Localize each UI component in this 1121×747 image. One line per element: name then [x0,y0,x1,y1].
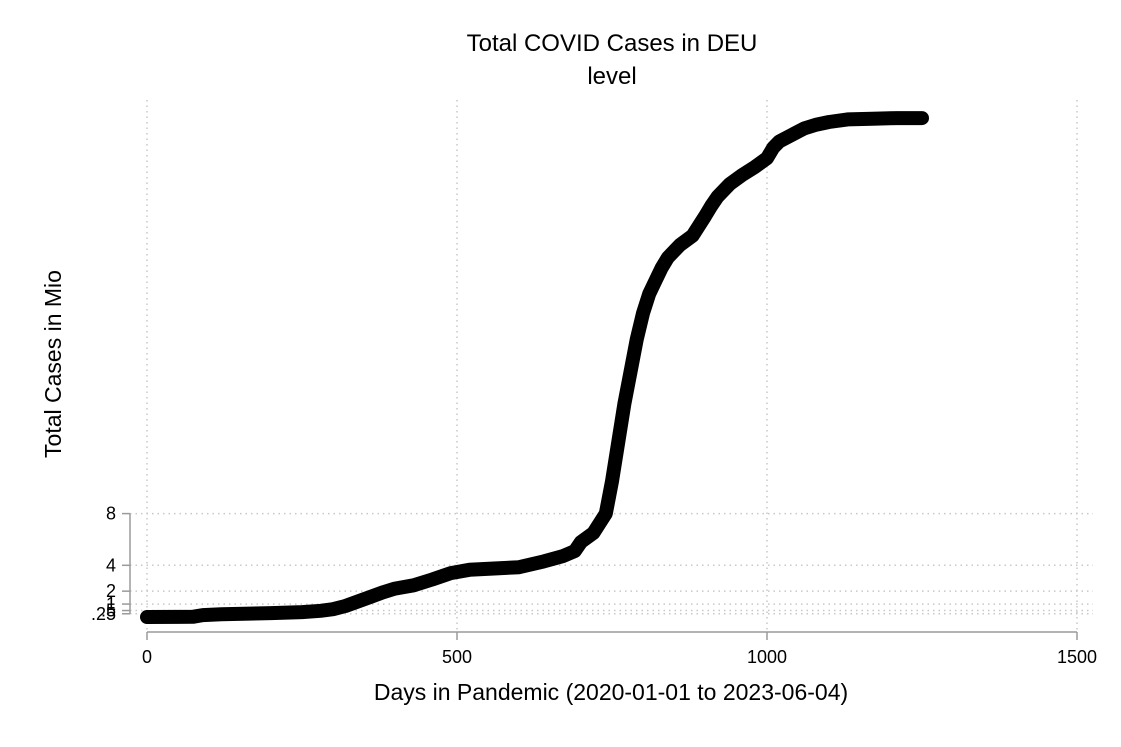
x-axis-label: Days in Pandemic (2020-01-01 to 2023-06-… [374,679,848,705]
x-tick-label: 500 [442,647,472,667]
chart-title: Total COVID Cases in DEU [466,30,758,57]
y-tick-label: 2 [106,581,116,601]
x-tick-label: 1500 [1057,647,1097,667]
y-axis-label: Total Cases in Mio [40,270,66,458]
chart-subtitle: level [587,63,637,90]
y-tick-label: .5 [101,601,116,621]
series-line-0 [140,111,929,624]
x-axis: 0 500 1000 1500 [142,631,1097,667]
y-tick-label: 1 [106,594,116,614]
x-tick-label: 1000 [747,647,787,667]
y-tick-label: 4 [106,555,116,575]
y-tick-label: .25 [91,604,116,624]
series-layer [140,111,929,624]
grid-lines [130,100,1093,632]
y-tick-label: 8 [106,504,116,524]
y-axis: .25.512 4 8 [91,504,131,624]
x-tick-label: 0 [142,647,152,667]
